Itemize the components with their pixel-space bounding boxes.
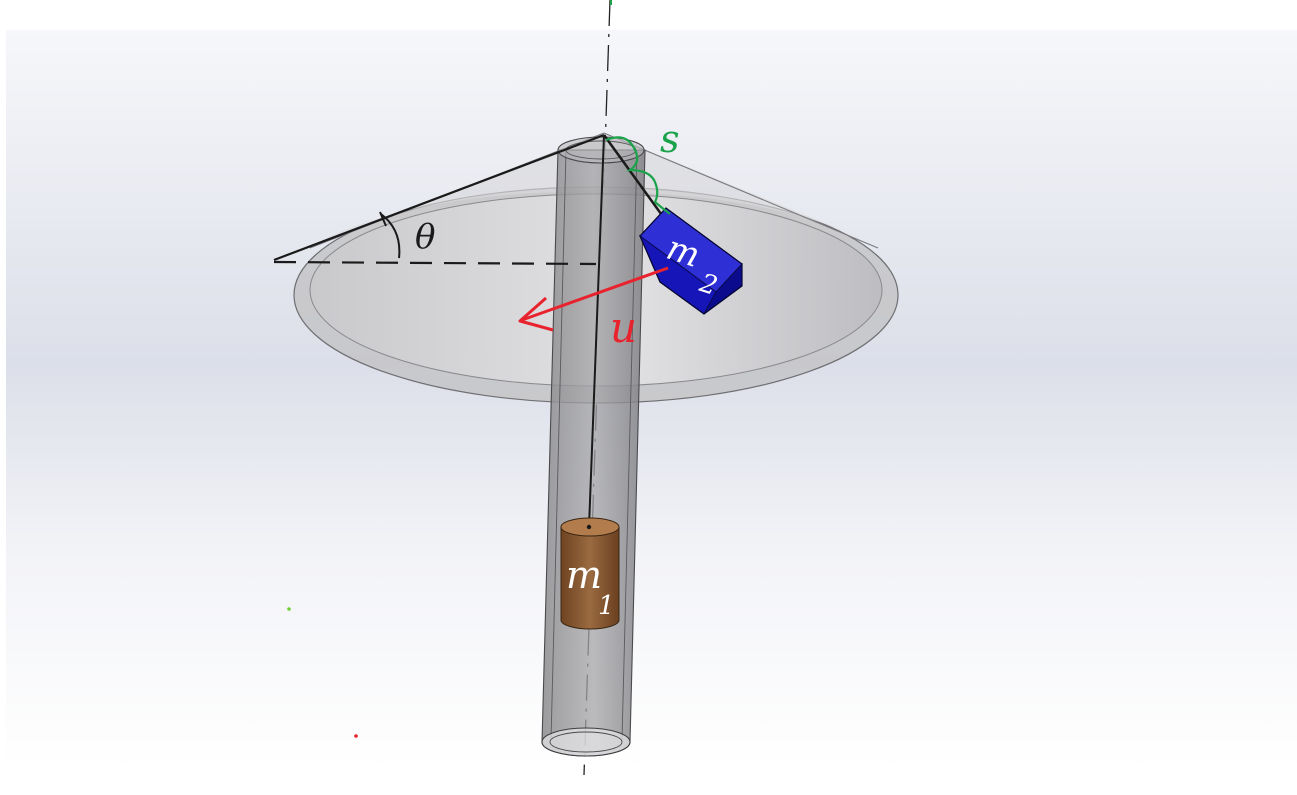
wavy-brace-icon xyxy=(605,136,671,215)
angle-arc-icon xyxy=(380,213,401,259)
tube-bottom-inner xyxy=(549,731,623,753)
m2-shade xyxy=(639,207,743,315)
s-label: s xyxy=(660,117,680,161)
string-vertical xyxy=(588,134,605,528)
arrow-icon xyxy=(518,296,554,332)
m1-body xyxy=(560,526,620,630)
slant-line xyxy=(273,133,605,262)
tube-bottom-opening xyxy=(541,727,631,757)
horizontal-reference-line xyxy=(273,260,597,266)
string-to-m2 xyxy=(602,134,666,219)
u-label: u xyxy=(610,303,637,352)
mass-m1: m 1 xyxy=(560,517,620,630)
red-dot xyxy=(354,734,358,738)
angle-tick xyxy=(379,211,387,227)
velocity-arrow-shaft xyxy=(521,266,669,322)
mass-m2: m 2 xyxy=(638,207,743,315)
theta-label: θ xyxy=(415,217,435,257)
m1-label: m xyxy=(566,553,602,597)
cone-right-edge xyxy=(603,132,879,249)
tube-inner-right xyxy=(621,149,638,741)
green-dot xyxy=(287,607,291,611)
m1-attach-point xyxy=(586,524,592,530)
m1-subscript: 1 xyxy=(598,591,615,621)
tube-inner-left xyxy=(550,149,567,741)
